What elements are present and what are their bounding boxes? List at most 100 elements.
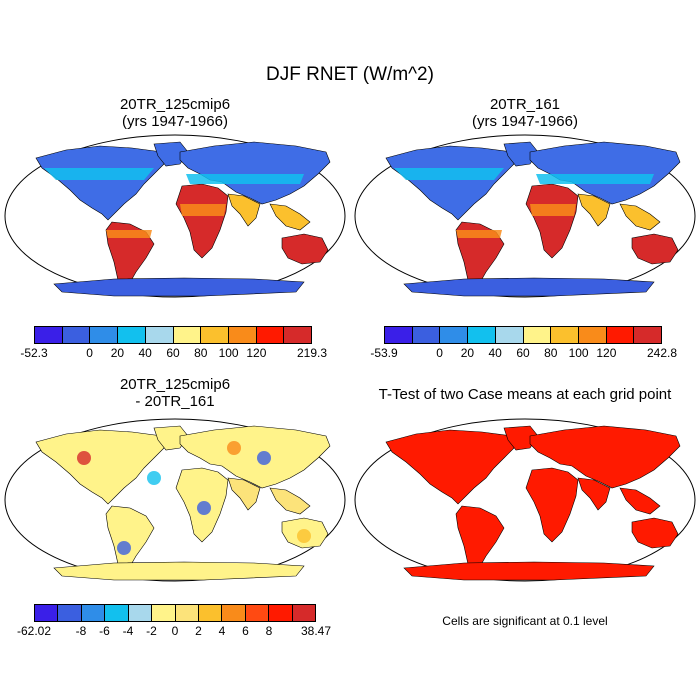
colorbar-swatch — [256, 327, 285, 343]
colorbar-swatch — [90, 327, 119, 343]
field-band — [44, 168, 154, 180]
panel2-title-line2: (yrs 1947-1966) — [472, 113, 578, 130]
colorbar-label: 2 — [195, 624, 202, 638]
colorbar-label: 40 — [488, 346, 502, 360]
colorbar-swatch — [523, 327, 552, 343]
colorbar-swatch — [35, 605, 59, 621]
continent-greenland — [153, 425, 189, 451]
colorbar-label: 242.8 — [646, 346, 678, 360]
panel1-title-line2: (yrs 1947-1966) — [122, 113, 228, 130]
panel3-colorbar — [34, 604, 316, 622]
continent-se-asia — [619, 203, 661, 231]
panel4-title: T-Test of two Case means at each grid po… — [355, 386, 695, 403]
continent-australia — [631, 517, 679, 549]
colorbar-swatch — [578, 327, 607, 343]
continent-africa — [525, 183, 579, 259]
continent-eurasia — [529, 425, 681, 489]
colorbar-swatch — [495, 327, 524, 343]
continent-antarctica — [403, 561, 655, 581]
colorbar-label: 100 — [218, 346, 239, 360]
field-band — [530, 204, 576, 216]
continent-arabia-india — [227, 477, 261, 511]
continent-arabia-india — [577, 477, 611, 511]
colorbar-label: 38.47 — [300, 624, 332, 638]
diff-patch — [297, 529, 311, 543]
colorbar-swatch — [269, 605, 293, 621]
colorbar-swatch — [173, 327, 202, 343]
panel1-colorbar-labels: -52.3 0 20 40 60 80 100 120 219.3 — [20, 346, 327, 362]
continent-africa — [525, 467, 579, 543]
diff-patch — [197, 501, 211, 515]
panel1-title: 20TR_125cmip6 (yrs 1947-1966) — [5, 96, 345, 130]
colorbar-swatch — [152, 605, 176, 621]
continent-australia — [281, 233, 329, 265]
colorbar-swatch — [385, 327, 413, 343]
diff-patch — [117, 541, 131, 555]
diff-patch — [227, 441, 241, 455]
panel1-colorbar — [34, 326, 312, 344]
continent-australia — [631, 233, 679, 265]
field-band — [394, 168, 504, 180]
colorbar-swatch — [58, 605, 82, 621]
diff-patch — [147, 471, 161, 485]
panel3-title: 20TR_125cmip6 - 20TR_161 — [5, 376, 345, 410]
colorbar-label: 8 — [265, 624, 273, 638]
continent-antarctica — [403, 277, 655, 297]
continent-north-america — [35, 429, 165, 505]
figure-title: DJF RNET (W/m^2) — [266, 64, 434, 85]
continent-se-asia — [619, 487, 661, 515]
panel4-map — [354, 418, 696, 582]
colorbar-swatch — [198, 605, 223, 621]
colorbar-label: 100 — [568, 346, 589, 360]
colorbar-label: 20 — [460, 346, 475, 360]
colorbar-swatch — [284, 327, 312, 343]
continent-north-america — [385, 145, 515, 221]
colorbar-swatch — [128, 605, 153, 621]
panel3-title-line2: - 20TR_161 — [135, 393, 215, 410]
continent-arabia-india — [577, 193, 611, 227]
continent-se-asia — [269, 203, 311, 231]
field-band — [456, 230, 502, 238]
colorbar-label: 120 — [246, 346, 267, 360]
colorbar-label: -62.02 — [16, 624, 52, 638]
colorbar-swatch — [81, 605, 106, 621]
colorbar-label: 0 — [86, 346, 93, 360]
colorbar-label: 80 — [544, 346, 558, 360]
colorbar-label: 6 — [242, 624, 249, 638]
field-band — [186, 174, 304, 184]
colorbar-swatch — [245, 605, 270, 621]
continent-africa — [175, 183, 229, 259]
colorbar-swatch — [222, 605, 246, 621]
world-map-svg — [4, 418, 346, 582]
colorbar-label: -6 — [99, 624, 110, 638]
continent-antarctica — [53, 561, 305, 581]
colorbar-swatch — [228, 327, 257, 343]
colorbar-swatch — [412, 327, 441, 343]
continent-greenland — [503, 425, 539, 451]
continent-se-asia — [269, 487, 311, 515]
colorbar-swatch — [634, 327, 662, 343]
colorbar-swatch — [35, 327, 63, 343]
diff-patch — [257, 451, 271, 465]
field-band — [180, 204, 226, 216]
colorbar-label: 4 — [218, 624, 226, 638]
continent-greenland — [503, 141, 539, 167]
colorbar-label: -8 — [75, 624, 87, 638]
panel2-map — [354, 134, 696, 298]
colorbar-label: 219.3 — [296, 346, 328, 360]
colorbar-swatch — [440, 327, 469, 343]
continent-greenland — [153, 141, 189, 167]
colorbar-swatch — [201, 327, 229, 343]
colorbar-swatch — [468, 327, 496, 343]
panel1-title-line1: 20TR_125cmip6 — [119, 96, 231, 113]
panel3-colorbar-labels: -62.02 -8 -6 -4 -2 0 2 4 6 8 38.47 — [17, 624, 331, 640]
colorbar-swatch — [105, 605, 129, 621]
continent-arabia-india — [227, 193, 261, 227]
colorbar-label: 120 — [596, 346, 617, 360]
panel3-title-line1: 20TR_125cmip6 — [119, 376, 231, 393]
colorbar-swatch — [551, 327, 579, 343]
panel1-map — [4, 134, 346, 298]
colorbar-label: 0 — [171, 624, 179, 638]
panel2-title: 20TR_161 (yrs 1947-1966) — [355, 96, 695, 130]
world-map-svg — [354, 418, 696, 582]
